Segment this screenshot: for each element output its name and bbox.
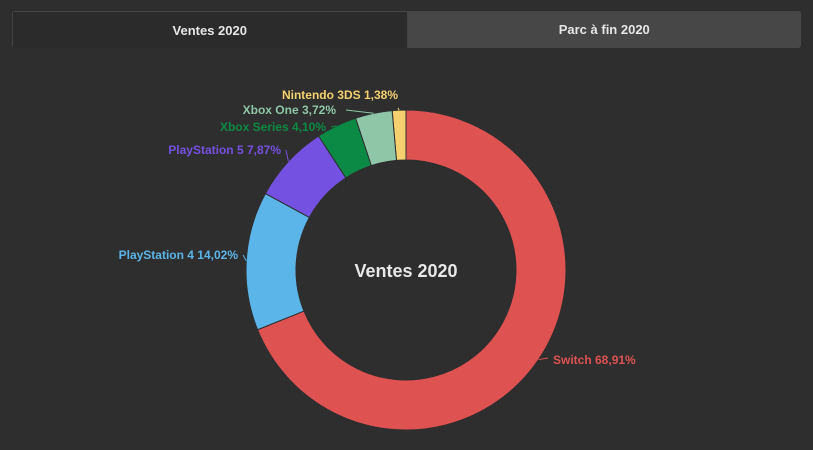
leader-line-switch xyxy=(538,357,549,361)
chart-center-title: Ventes 2020 xyxy=(354,261,457,281)
leader-line-playstation-5 xyxy=(285,149,289,162)
tab-bar: Ventes 2020 Parc à fin 2020 xyxy=(12,11,801,48)
leader-line-nintendo-3ds xyxy=(397,107,400,111)
slice-label-playstation-4: PlayStation 4 14,02% xyxy=(119,248,239,262)
slice-playstation-4[interactable] xyxy=(245,192,311,331)
label-leader-lines xyxy=(242,107,549,361)
slice-label-playstation-5: PlayStation 5 7,87% xyxy=(168,143,281,157)
donut-slices xyxy=(245,109,567,431)
slice-labels: Nintendo 3DS 1,38% Switch 68,91% PlayStati… xyxy=(119,88,636,367)
leader-line-playstation-4 xyxy=(242,254,247,262)
slice-label-xbox-one: Xbox One 3,72% xyxy=(243,103,337,117)
slice-switch[interactable] xyxy=(256,109,567,431)
tab-ventes-2020[interactable]: Ventes 2020 xyxy=(12,11,408,48)
slice-label-xbox-series: Xbox Series 4,10% xyxy=(220,120,326,134)
slice-label-switch: Switch 68,91% xyxy=(553,353,636,367)
slice-xbox-one[interactable] xyxy=(354,110,398,167)
slice-label-nintendo-3ds: Nintendo 3DS 1,38% xyxy=(282,88,398,102)
leader-line-xbox-one xyxy=(345,109,374,114)
tab-parc-fin-2020[interactable]: Parc à fin 2020 xyxy=(407,11,801,48)
leader-line-xbox-series xyxy=(330,125,337,128)
